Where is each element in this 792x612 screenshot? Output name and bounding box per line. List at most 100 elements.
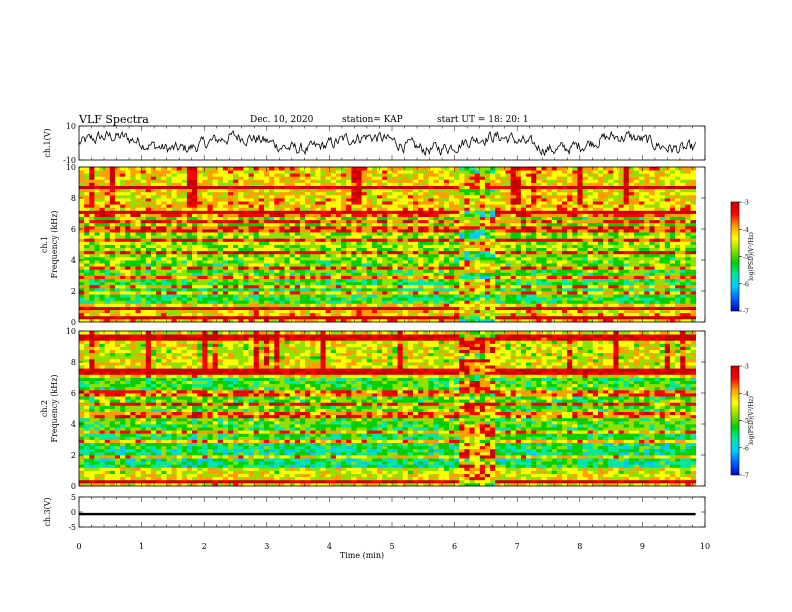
- spectrogram-cell: [577, 275, 583, 279]
- spectrogram-cell: [94, 278, 100, 283]
- spectrogram-cell: [371, 235, 378, 239]
- spectrogram-cell: [520, 219, 527, 224]
- spectrogram-cell: [361, 176, 368, 180]
- spectrogram-cell: [233, 238, 239, 242]
- spectrogram-cell: [238, 253, 244, 258]
- spectrogram-cell: [222, 210, 229, 214]
- spectrogram-cell: [335, 284, 342, 289]
- spectrogram-cell: [140, 303, 147, 307]
- spectrogram-cell: [556, 225, 563, 230]
- spectrogram-cell: [233, 232, 239, 236]
- spectrogram-cell: [479, 256, 486, 261]
- spectrogram-cell: [166, 300, 172, 304]
- spectrogram-cell: [217, 222, 224, 227]
- spectrogram-cell: [377, 182, 383, 186]
- spectrogram-cell: [284, 266, 291, 270]
- spectrogram-cell: [402, 287, 409, 292]
- spectrogram-cell: [217, 269, 224, 273]
- spectrogram-cell: [443, 179, 450, 183]
- spectrogram-cell: [407, 173, 414, 177]
- spectrogram-cell: [341, 179, 347, 183]
- spectrogram-cell: [186, 256, 193, 261]
- spectrogram-cell: [176, 275, 183, 279]
- spectrogram-cell: [572, 238, 578, 242]
- spectrogram-cell: [397, 185, 404, 190]
- spectrogram-cell: [176, 256, 183, 261]
- spectrogram-cell: [248, 229, 255, 233]
- spectrogram-cell: [366, 194, 373, 199]
- spectrogram-cell: [253, 185, 260, 190]
- spectrogram-cell: [135, 318, 142, 323]
- spectrogram-cell: [407, 201, 414, 205]
- spectrogram-cell: [526, 247, 532, 252]
- spectrogram-cell: [490, 213, 496, 217]
- spectrogram-cell: [562, 250, 568, 255]
- spectrogram-cell: [515, 241, 522, 245]
- spectrogram-cell: [150, 182, 157, 186]
- spectrogram-cell: [335, 275, 342, 279]
- spectrogram-cell: [192, 216, 198, 221]
- spectrogram-cell: [140, 269, 147, 273]
- spectrogram-cell: [464, 306, 470, 310]
- spectrogram-cell: [315, 188, 321, 193]
- spectrogram-cell: [387, 198, 393, 202]
- spectrogram-cell: [443, 210, 450, 214]
- spectrogram-cell: [202, 260, 208, 264]
- spectrogram-cell: [243, 244, 249, 248]
- spectrogram-cell: [233, 253, 239, 258]
- spectrogram-cell: [423, 216, 429, 221]
- spectrogram-cell: [330, 253, 337, 258]
- spectrogram-cell: [171, 204, 178, 208]
- spectrogram-cell: [515, 198, 522, 202]
- spectrogram-cell: [500, 297, 506, 301]
- spectrogram-cell: [413, 170, 419, 174]
- spectrogram-cell: [495, 179, 501, 183]
- spectrogram-cell: [474, 297, 481, 301]
- spectrogram-cell: [335, 297, 342, 301]
- spectrogram-cell: [192, 303, 198, 307]
- spectrogram-cell: [325, 306, 332, 310]
- spectrogram-cell: [79, 235, 85, 239]
- spectrogram-cell: [531, 247, 537, 252]
- spectrogram-cell: [166, 188, 172, 193]
- spectrogram-cell: [299, 176, 306, 180]
- spectrogram-cell: [587, 297, 594, 301]
- spectrogram-cell: [454, 232, 460, 236]
- spectrogram-cell: [222, 247, 229, 252]
- spectrogram-cell: [459, 266, 465, 270]
- spectrogram-cell: [392, 235, 398, 239]
- spectrogram-cell: [284, 213, 291, 217]
- spectrogram-cell: [469, 250, 476, 255]
- spectrogram-cell: [413, 287, 419, 292]
- spectrogram-cell: [515, 238, 522, 242]
- spectrogram-cell: [464, 263, 470, 267]
- spectrogram-cell: [284, 204, 291, 208]
- spectrogram-cell: [140, 291, 147, 295]
- spectrogram-cell: [310, 278, 316, 283]
- spectrogram-cell: [166, 281, 172, 286]
- spectrogram-cell: [335, 278, 342, 283]
- spectrogram-cell: [531, 269, 537, 273]
- spectrogram-cell: [454, 318, 460, 323]
- spectrogram-cell: [99, 201, 106, 205]
- spectrogram-cell: [551, 312, 558, 317]
- spectrogram-cell: [330, 198, 337, 202]
- spectrogram-cell: [109, 318, 116, 323]
- spectrogram-cell: [500, 250, 506, 255]
- spectrogram-cell: [407, 235, 414, 239]
- spectrogram-cell: [361, 179, 368, 183]
- spectrogram-cell: [120, 170, 126, 174]
- spectrogram-cell: [402, 303, 409, 307]
- spectrogram-cell: [556, 219, 563, 224]
- spectrogram-cell: [289, 225, 296, 230]
- spectrogram-cell: [551, 278, 558, 283]
- spectrogram-cell: [438, 303, 445, 307]
- spectrogram-cell: [377, 176, 383, 180]
- spectrogram-cell: [438, 272, 445, 276]
- spectrogram-cell: [587, 315, 594, 320]
- spectrogram-cell: [366, 201, 373, 205]
- spectrogram-cell: [531, 306, 537, 310]
- spectrogram-cell: [567, 297, 573, 301]
- spectrogram-cell: [454, 303, 460, 307]
- spectrogram-cell: [495, 260, 501, 264]
